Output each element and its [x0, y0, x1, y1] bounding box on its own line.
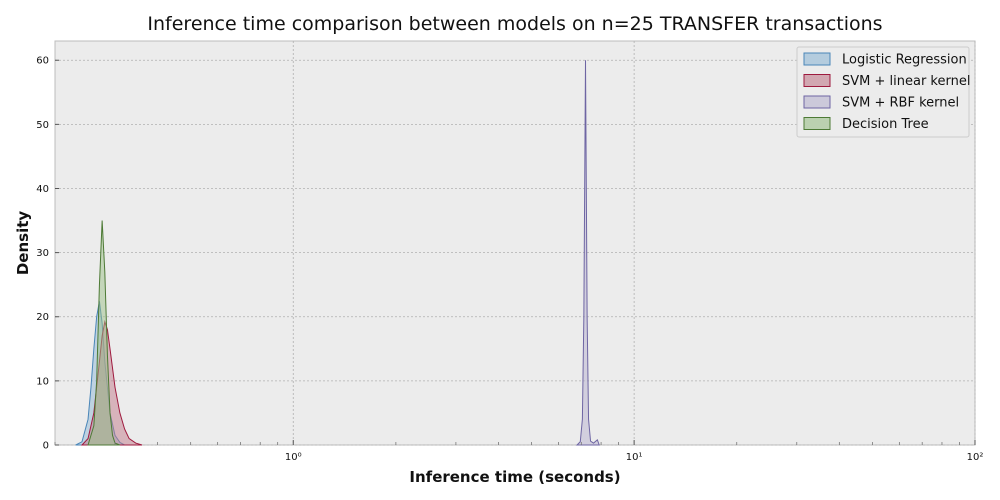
legend-label: Logistic Regression: [842, 53, 967, 68]
y-tick-label: 20: [36, 312, 49, 323]
axis-ticks: 0 10 20 30 40 50 60 10⁰ 10¹ 10²: [36, 56, 983, 463]
legend-swatch: [803, 117, 831, 130]
density-areas: [75, 60, 600, 446]
legend-label: SVM + RBF kernel: [842, 96, 959, 111]
y-tick-label: 60: [36, 56, 49, 67]
y-tick-label: 0: [43, 441, 49, 452]
y-tick-label: 40: [36, 184, 49, 195]
legend-swatch: [803, 95, 831, 109]
x-axis-label: Inference time (seconds): [409, 468, 620, 486]
legend-swatch: [803, 74, 831, 87]
y-tick-label: 50: [36, 120, 49, 131]
legend-swatch: [803, 52, 831, 66]
legend-label: Decision Tree: [842, 117, 929, 132]
x-tick-label: 10⁰: [285, 452, 302, 463]
legend-label: SVM + linear kernel: [842, 74, 970, 89]
grid-lines: [55, 41, 976, 446]
legend-box: [796, 46, 970, 138]
chart-title: Inference time comparison between models…: [147, 13, 882, 35]
y-axis-label: Density: [14, 211, 32, 276]
x-tick-label: 10¹: [626, 452, 643, 463]
density-area-decision-tree: [87, 220, 121, 446]
y-tick-label: 10: [36, 376, 49, 387]
y-tick-label: 30: [36, 248, 49, 259]
density-area-svm-rbf-kernel: [575, 60, 600, 446]
x-tick-label: 10²: [967, 452, 984, 463]
legend: Logistic Regression SVM + linear kernel SV…: [796, 46, 970, 138]
